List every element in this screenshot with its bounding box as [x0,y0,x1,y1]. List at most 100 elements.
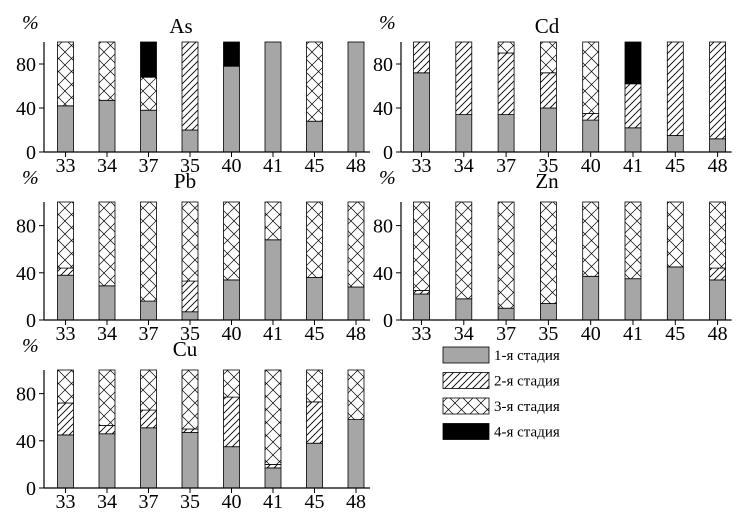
bar-segment-cu-41-stage2 [264,463,282,469]
bar-segment-pb-45-stage1 [306,277,323,321]
x-tick-label: 35 [180,323,200,345]
y-tick-label: 80 [373,216,393,238]
bar-segment-zn-41-stage1 [624,278,642,321]
bar-segment-zn-37-stage3 [497,201,515,309]
x-tick-label: 48 [708,323,728,345]
bar-segment-cd-40-stage1 [582,119,600,153]
bar-segment-as-37-stage1 [140,109,157,153]
y-tick-label: 40 [373,98,393,120]
y-axis-label: % [22,12,39,34]
x-tick-label: 35 [180,491,200,513]
bar-segment-zn-48-stage1 [709,279,726,321]
x-tick-label: 33 [56,491,76,513]
y-tick-label: 40 [16,263,36,285]
bar-segment-cu-45-stage3 [306,369,323,403]
bar-segment-as-34-stage3 [98,41,116,101]
bar-segment-zn-45-stage3 [666,201,684,268]
x-tick-label: 45 [305,491,325,513]
x-tick-label: 35 [180,155,200,177]
bar-segment-zn-33-stage3 [413,201,430,291]
bar-segment-zn-45-stage1 [666,266,684,321]
panel-title: Pb [174,169,196,193]
bar-segment-pb-41-stage3 [264,201,282,241]
bar-segment-cu-34-stage1 [98,433,116,489]
bar-segment-cu-35-stage1 [181,432,199,489]
x-tick-label: 33 [56,155,76,177]
bar-segment-cu-40-stage3 [223,369,240,398]
x-tick-label: 45 [665,155,685,177]
x-tick-label: 33 [412,155,432,177]
panel-title: Zn [535,169,559,193]
bar-segment-pb-48-stage1 [347,286,365,321]
x-tick-label: 48 [346,323,366,345]
x-tick-label: 37 [139,491,159,513]
bar-segment-cd-48-stage2 [709,41,726,140]
panel-title: As [169,14,192,38]
bar-segment-cd-37-stage3 [497,41,515,54]
x-tick-label: 48 [346,155,366,177]
x-tick-label: 40 [581,155,601,177]
bar-segment-cu-41-stage3 [264,369,282,465]
bar-segment-as-35-stage2 [181,41,199,131]
x-tick-label: 41 [623,323,643,345]
bar-segment-zn-40-stage1 [582,275,600,321]
bar-segment-cu-45-stage1 [306,442,323,489]
y-axis-label: % [379,12,396,34]
x-tick-label: 34 [97,491,117,513]
panel-title: Cd [535,14,560,38]
bar-segment-cd-45-stage1 [666,135,684,153]
x-tick-label: 41 [263,155,283,177]
bar-segment-cd-33-stage2 [413,41,430,74]
y-axis-label: % [22,167,39,189]
bar-segment-cu-35-stage2 [181,428,199,433]
y-tick-label: 0 [26,478,36,500]
bar-segment-cd-40-stage3 [582,41,600,114]
x-tick-label: 37 [139,155,159,177]
y-tick-label: 40 [373,263,393,285]
bar-segment-as-37-stage4 [140,41,157,78]
y-tick-label: 80 [373,54,393,76]
x-tick-label: 33 [412,323,432,345]
x-tick-label: 37 [139,323,159,345]
chart-panel-pb: 33 34 37 35 40 41 45 48 0 40 80% Pb [16,167,370,345]
chart-panel-as: 33 34 37 35 40 41 45 48 0 40 80% As [16,12,370,177]
bar-segment-cu-40-stage1 [223,446,240,489]
bar-segment-pb-34-stage1 [98,285,116,321]
bar-segment-cu-34-stage2 [98,425,116,435]
bar-segment-cu-40-stage2 [223,396,240,448]
x-tick-label: 37 [496,155,516,177]
y-tick-label: 40 [16,431,36,453]
x-tick-label: 40 [581,323,601,345]
x-tick-label: 37 [496,323,516,345]
x-tick-label: 34 [97,323,117,345]
bar-segment-cu-33-stage1 [57,434,74,489]
x-tick-label: 40 [222,323,242,345]
bar-segment-cu-48-stage3 [347,369,365,420]
bar-segment-as-40-stage4 [223,41,240,67]
x-tick-label: 48 [708,155,728,177]
chart-panel-cu: 33 34 37 35 40 41 45 48 0 40 80% Cu [16,335,370,513]
bar-segment-cu-41-stage1 [264,467,282,489]
bar-segment-pb-35-stage3 [181,201,199,282]
bar-segment-zn-34-stage1 [455,298,473,321]
bar-segment-pb-35-stage1 [181,311,199,321]
x-tick-label: 40 [222,491,242,513]
legend-swatch-stage3 [442,397,490,415]
bar-segment-cd-34-stage1 [455,114,473,153]
bar-segment-pb-35-stage2 [181,280,199,313]
bar-segment-cu-34-stage3 [98,369,116,426]
y-tick-label: 0 [26,142,36,164]
bar-segment-as-33-stage3 [57,41,74,107]
bar-segment-cu-33-stage2 [57,402,74,436]
legend-swatch-stage1 [442,346,490,364]
bar-segment-zn-35-stage3 [540,201,557,304]
bar-segment-pb-40-stage3 [223,201,240,281]
bar-segment-cu-45-stage2 [306,401,323,444]
x-tick-label: 35 [538,323,558,345]
bar-segment-pb-40-stage1 [223,279,240,321]
x-tick-label: 34 [97,155,117,177]
legend: 1-я стадия 2-я стадия 3-я стадия 4-я стадия [442,346,560,441]
legend-label-stage1: 1-я стадия [494,348,560,364]
y-axis-label: % [22,335,39,357]
x-tick-label: 45 [305,155,325,177]
